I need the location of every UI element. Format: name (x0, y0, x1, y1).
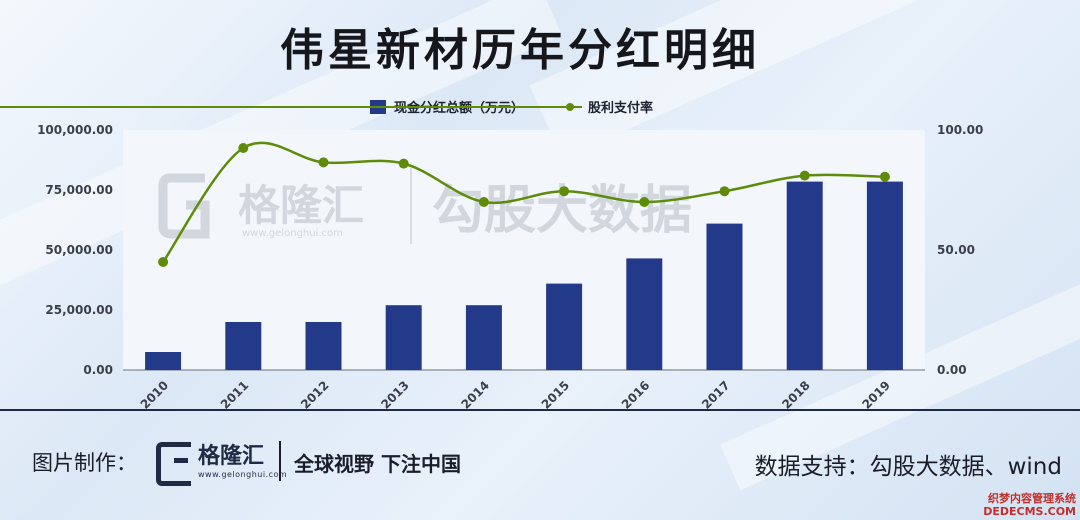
watermark: 格隆汇 www.gelonghui.com 勾股大数据 (158, 168, 692, 244)
chart-title: 伟星新材历年分红明细 (280, 25, 760, 76)
x-axis-tick-label: 2014 (459, 378, 493, 412)
right-axis-tick-label: 100.00 (937, 123, 983, 137)
footer-slogan: 全球视野 下注中国 (294, 452, 461, 476)
x-axis-tick-label: 2015 (539, 378, 573, 412)
legend: 现金分红总额（万元） 股利支付率 (0, 100, 653, 116)
logo-icon-bar (174, 458, 188, 463)
left-axis-tick-label: 50,000.00 (45, 243, 113, 257)
payout-ratio-line (162, 141, 885, 263)
line-point (559, 186, 570, 197)
x-axis: 2010 2011 2012 2013 2014 2015 2016 2017 2018 2019 (138, 378, 893, 412)
left-axis-tick-label: 25,000.00 (45, 303, 113, 317)
x-axis-tick-label: 2017 (699, 378, 733, 412)
line-point (799, 170, 810, 181)
watermark-divider (410, 168, 412, 244)
footer-brand-url: www.gelonghui.com (198, 470, 288, 479)
footer-logo: 格隆汇 www.gelonghui.com (156, 440, 287, 486)
bar (465, 305, 502, 370)
left-axis-tick-label: 75,000.00 (45, 183, 113, 197)
footer-brand: 格隆汇 (198, 444, 265, 469)
corner-watermark-line1: 织梦内容管理系统 (988, 492, 1076, 505)
x-axis-tick-label: 2010 (138, 378, 172, 412)
corner-watermark: 织梦内容管理系统 DEDECMS.COM (968, 492, 1076, 518)
legend-line-marker (566, 103, 574, 111)
x-axis-tick-label: 2012 (298, 378, 332, 412)
left-axis-tick-label: 100,000.00 (37, 123, 113, 137)
bar (145, 352, 182, 370)
line-point (879, 171, 890, 182)
bar (786, 181, 823, 370)
bar (866, 181, 903, 370)
corner-watermark-line2: DEDECMS.COM (983, 505, 1076, 518)
line-point (318, 157, 329, 168)
bar (706, 223, 743, 370)
footer-divider (0, 409, 1080, 411)
line-point (639, 197, 650, 207)
line-series (158, 143, 890, 267)
bar (626, 258, 663, 370)
right-axis-tick-label: 50.00 (937, 243, 975, 257)
watermark-url: www.gelonghui.com (242, 228, 343, 239)
legend-line-label: 股利支付率 (588, 100, 653, 116)
x-axis-tick-label: 2018 (779, 378, 813, 412)
right-axis-tick-label: 0.00 (937, 363, 967, 377)
line-point (478, 197, 489, 207)
footer-data-source: 数据支持：勾股大数据、wind (754, 454, 1062, 480)
line-point (719, 186, 730, 197)
line-point (238, 143, 249, 153)
watermark-logo-icon (158, 173, 210, 239)
watermark-brand: 格隆汇 (238, 181, 364, 230)
bar (546, 283, 583, 370)
right-axis: 0.00 50.00 100.00 (937, 123, 983, 377)
line-point (158, 257, 169, 267)
x-axis-tick-label: 2013 (378, 378, 412, 412)
line-point (398, 158, 409, 169)
logo-icon (156, 442, 191, 486)
bar (385, 305, 422, 370)
footer-made-by: 图片制作： (32, 451, 137, 475)
bar (305, 322, 342, 370)
x-axis-tick-label: 2019 (860, 378, 894, 412)
left-axis: 0.00 25,000.00 50,000.00 75,000.00 100,000.0… (37, 123, 113, 377)
footer-separator (279, 441, 281, 481)
x-axis-tick-label: 2016 (619, 378, 653, 412)
bar (225, 322, 262, 370)
left-axis-tick-label: 0.00 (83, 363, 113, 377)
x-axis-tick-label: 2011 (218, 378, 252, 412)
bar-series (145, 181, 903, 370)
